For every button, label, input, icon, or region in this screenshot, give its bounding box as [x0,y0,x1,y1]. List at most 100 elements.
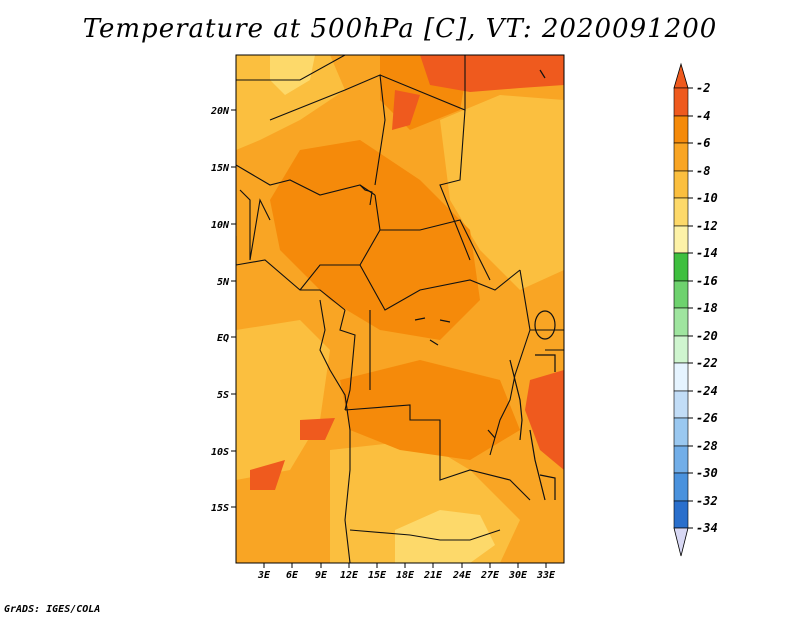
map-frame [235,54,565,564]
lon-tick-label: 27E [480,570,500,581]
colorbar-label: -8 [688,164,710,178]
lat-tick: EQ [217,333,236,344]
colorbar-label: -30 [688,466,718,480]
colorbar-swatch [673,390,689,419]
colorbar-label: -28 [688,439,718,453]
lat-tick: 5S [217,390,236,401]
svg-text:-18: -18 [696,301,718,315]
colorbar-swatch [673,197,689,227]
country-borders [236,55,564,541]
colorbar-label: -6 [688,136,710,150]
colorbar-swatch [673,142,689,172]
lon-tick: 6E [286,563,299,581]
lat-tick: 10N [211,220,236,231]
colorbar-swatch [673,335,689,364]
region-hottest-north [392,90,420,130]
lat-tick-label: EQ [217,333,229,344]
lon-tick: 30E [508,563,528,581]
colorbar-swatch [673,307,689,337]
lakes [414,69,556,501]
svg-text:-24: -24 [696,384,718,398]
lat-tick-label: 5N [217,277,230,288]
lon-tick: 33E [536,563,556,581]
colorbar: -2 -4 -6 -8 -10 -12 -14 -16 -18 -20 -22 … [673,62,718,557]
colorbar-top-arrow [673,62,689,89]
svg-text:-2: -2 [696,81,710,95]
svg-text:-20: -20 [696,329,718,343]
colorbar-swatch [673,472,689,502]
colorbar-label: -12 [688,219,718,233]
colorbar-label: -24 [688,384,718,398]
colorbar-label: -22 [688,356,718,370]
colorbar-swatch [673,445,689,474]
colorbar-swatch [673,87,689,117]
svg-text:-6: -6 [696,136,710,150]
lon-tick: 27E [480,563,500,581]
lat-tick-label: 20N [210,106,230,117]
lon-tick-label: 24E [452,570,472,581]
lat-tick-label: 15N [211,163,230,174]
svg-text:-28: -28 [696,439,718,453]
colorbar-label: -18 [688,301,718,315]
lon-tick: 12E [340,563,359,581]
colorbar-swatch [673,115,689,144]
lat-axis: 20N 15N 10N 5N EQ 5S 10S 15S [210,106,236,514]
colorbar-label: -32 [688,494,718,508]
region-lighter-north [236,55,345,150]
lon-axis: 3E 6E 9E 12E 15E 18E 21E 24E 27E 30E 33E [257,563,556,581]
colorbar-bottom-arrow [673,527,689,557]
lon-tick-label: 9E [315,570,328,581]
coastline [236,236,351,563]
svg-text:-12: -12 [696,219,718,233]
lon-tick: 3E [257,563,271,581]
svg-text:-22: -22 [696,356,718,370]
lon-tick-label: 33E [536,570,556,581]
lat-tick: 15N [211,163,236,174]
lat-tick: 15S [211,503,236,514]
colorbar-label: -16 [688,274,718,288]
lat-tick: 10S [211,447,236,458]
lon-tick-label: 18E [396,570,415,581]
lon-tick-label: 6E [286,570,299,581]
colorbar-label: -10 [688,191,718,205]
svg-text:-8: -8 [696,164,710,178]
colorbar-swatch [673,252,689,282]
lon-tick-label: 3E [257,570,271,581]
region-hottest-northeast [420,55,564,92]
lon-tick-label: 21E [423,570,443,581]
colorbar-swatch [673,170,689,199]
colorbar-swatch [673,417,689,447]
grads-credit: GrADS: IGES/COLA [4,604,101,615]
lon-tick-label: 30E [508,570,528,581]
region-palest-north [270,55,315,95]
lon-tick: 24E [452,563,472,581]
chart-title: Temperature at 500hPa [C], VT: 202009120… [82,14,718,44]
svg-text:-30: -30 [696,466,718,480]
colorbar-label: -26 [688,411,718,425]
svg-text:-26: -26 [696,411,718,425]
colorbar-swatch [673,500,689,529]
lon-tick: 15E [368,563,387,581]
lat-tick: 20N [210,106,236,117]
lat-tick: 5N [217,277,236,288]
colorbar-label: -20 [688,329,718,343]
svg-text:-32: -32 [696,494,718,508]
region-warmer-central [270,140,480,340]
region-warmer-south [340,360,520,460]
colorbar-label: -34 [688,521,718,535]
lat-tick-label: 5S [217,390,229,401]
colorbar-label: -4 [688,109,710,123]
lon-tick-label: 12E [340,570,359,581]
region-palest-south [395,510,495,563]
map-panel [236,55,564,563]
svg-text:-34: -34 [696,521,718,535]
region-hottest-southwest [300,418,335,440]
lon-tick-label: 15E [368,570,387,581]
region-hottest-west [250,460,285,490]
lon-tick: 9E [315,563,328,581]
svg-text:-10: -10 [696,191,718,205]
colorbar-label: -2 [688,81,710,95]
colorbar-label: -14 [688,246,718,260]
colorbar-swatch [673,280,689,309]
